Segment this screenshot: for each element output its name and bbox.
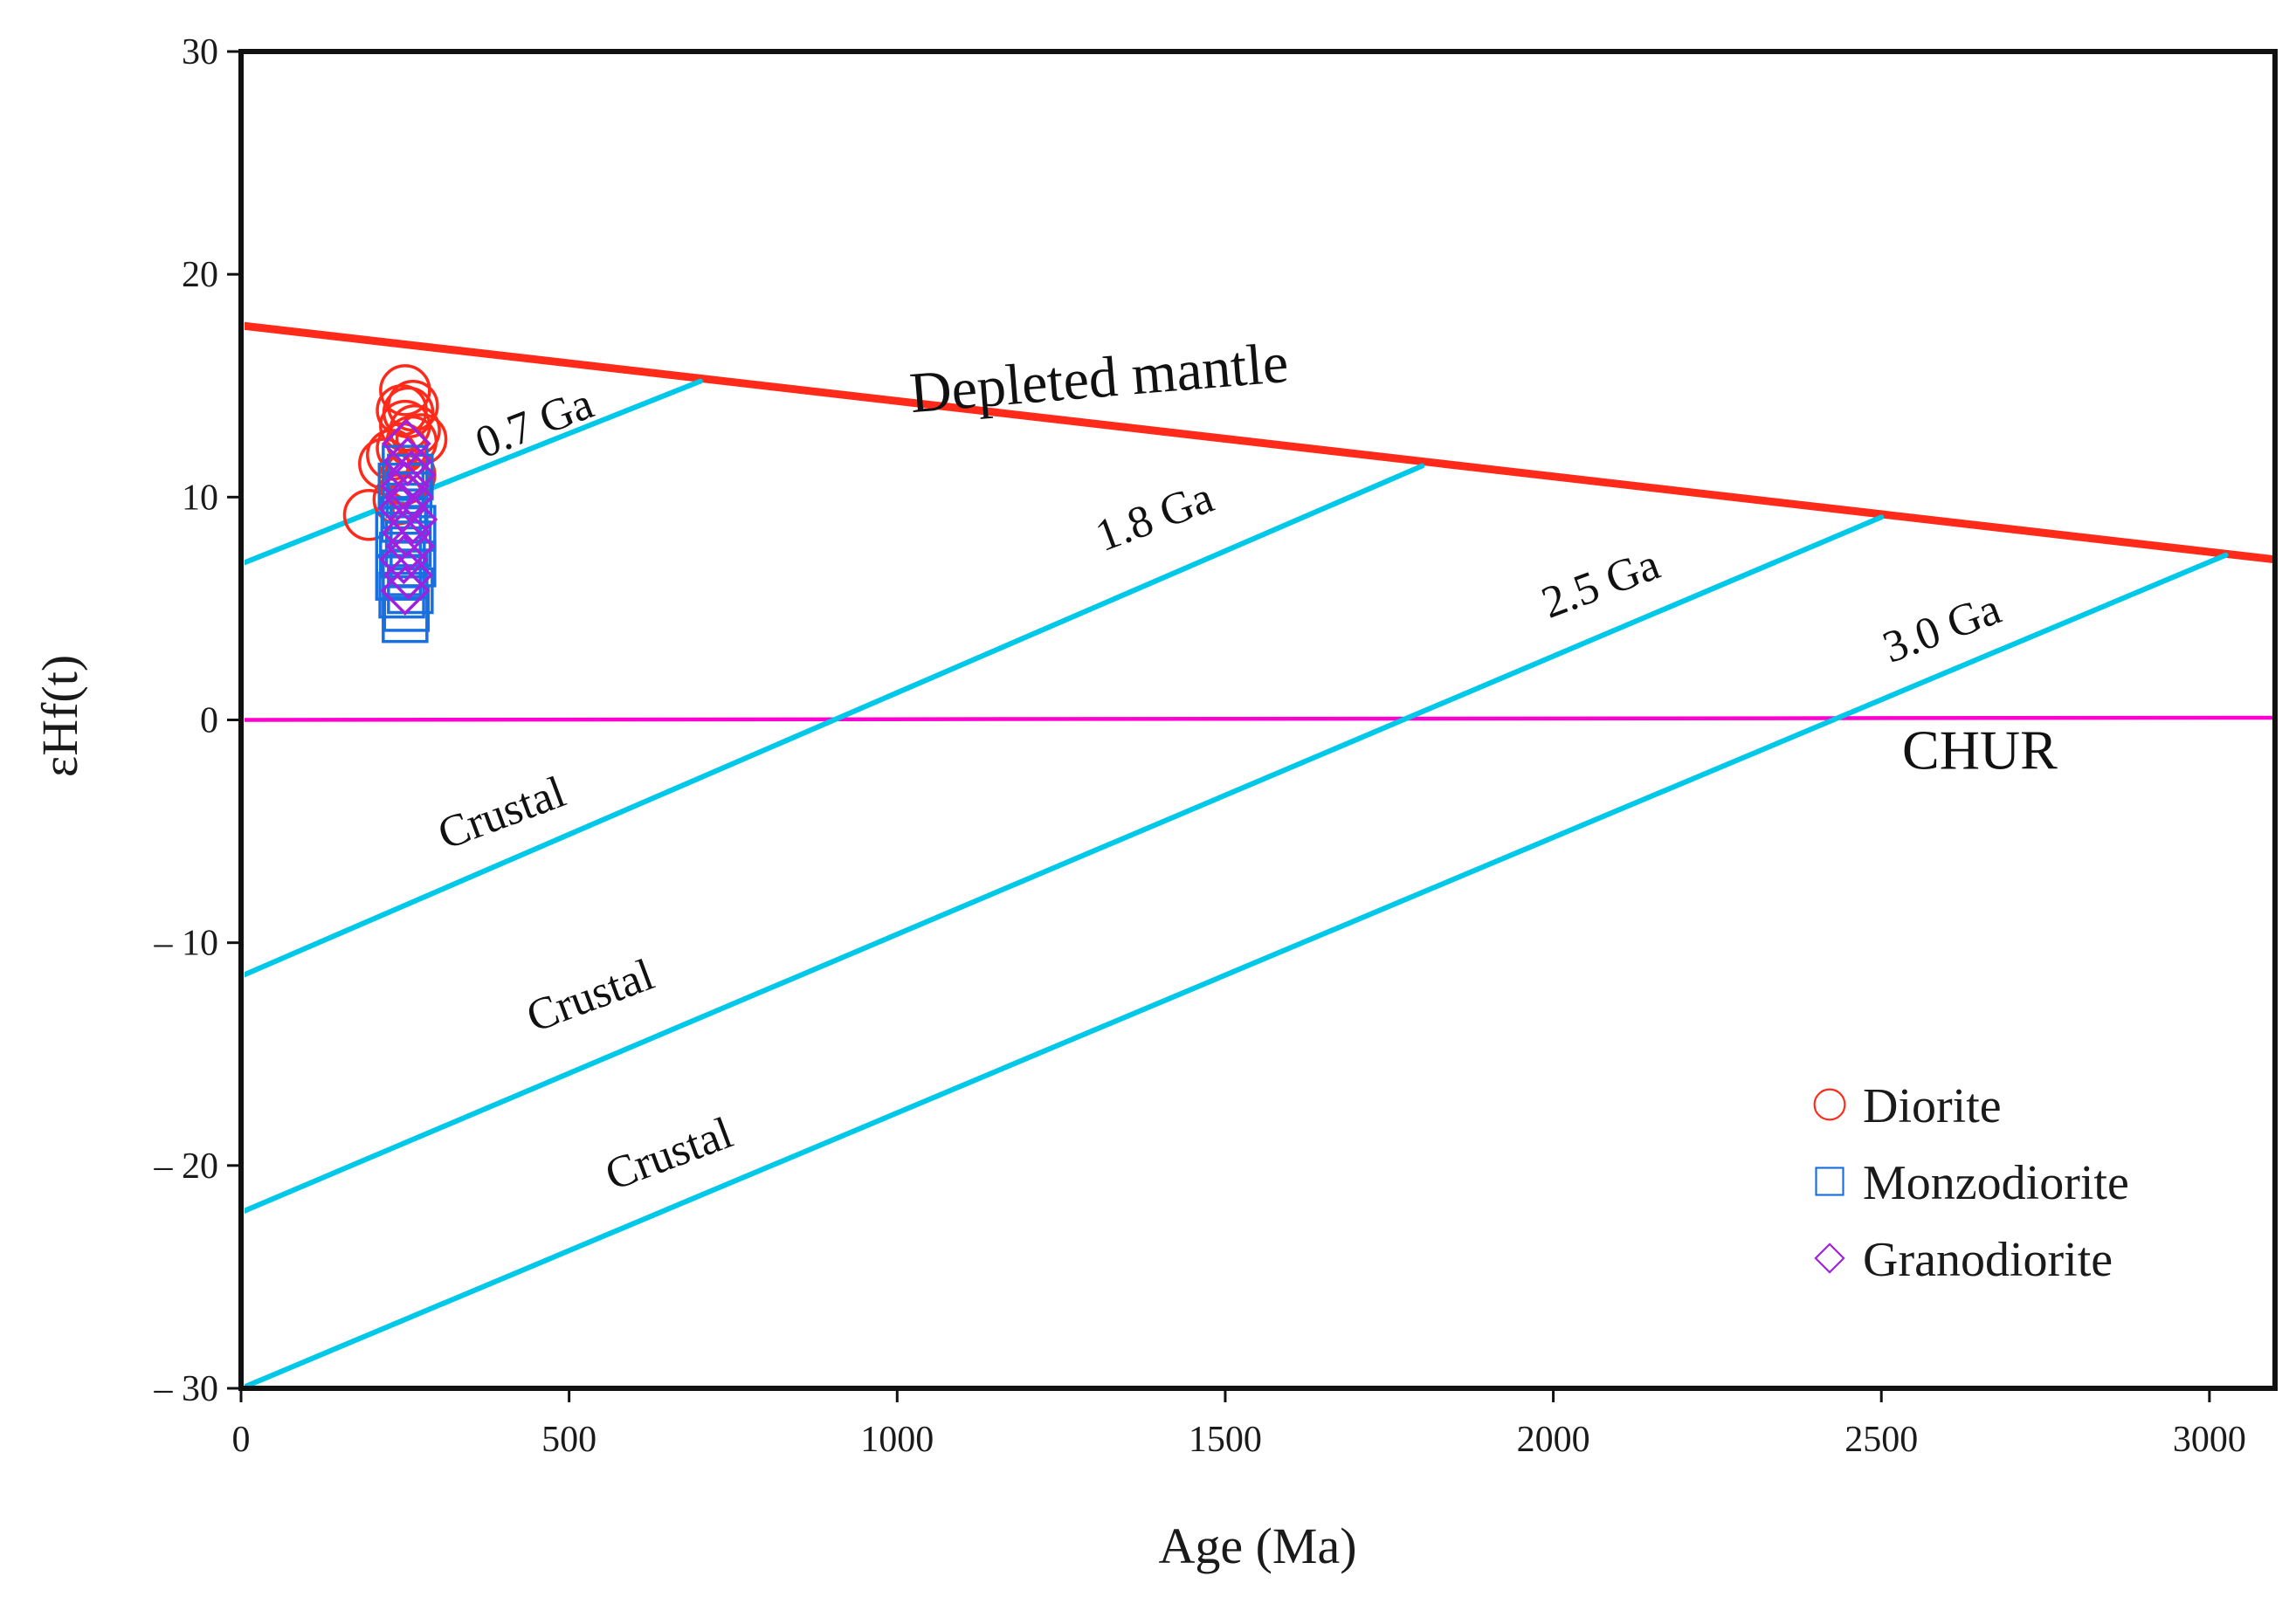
y-tick-label: – 20 (154, 1146, 219, 1187)
granodiorite-point (388, 494, 438, 545)
x-tick-label: 2500 (1844, 1420, 1918, 1460)
reference-line-2-5-ga (245, 514, 1885, 1214)
x-tick-label: 3000 (2173, 1420, 2246, 1460)
y-tick-label: 20 (182, 255, 218, 295)
y-tick-label: 0 (200, 701, 218, 741)
x-tick-label: 500 (541, 1420, 596, 1460)
granodiorite-point (377, 483, 428, 533)
granodiorite-point (380, 461, 431, 512)
reference-line-depleted-mantle (245, 321, 2275, 564)
y-tick-label: 30 (182, 32, 218, 72)
granodiorite-point (380, 566, 431, 616)
annotation-chur: CHUR (1902, 719, 2058, 781)
legend-diorite-label: Diorite (1863, 1079, 2002, 1133)
granodiorite-point (381, 507, 431, 558)
y-tick-label: – 10 (154, 924, 219, 964)
y-axis-title: εHf(t) (31, 655, 88, 777)
granodiorite-point (383, 550, 434, 601)
x-axis-title: Age (Ma) (1158, 1518, 1356, 1574)
y-tick-label: 10 (182, 478, 218, 518)
legend: Diorite Monzodiorite Granodiorite (1813, 1079, 2129, 1287)
x-tick-label: 0 (232, 1420, 251, 1460)
legend-granodiorite-label: Granodiorite (1863, 1233, 2113, 1287)
reference-lines (245, 321, 2275, 1388)
x-tick-label: 2000 (1517, 1420, 1590, 1460)
data-markers (342, 364, 448, 644)
reference-line-3-0-ga (245, 552, 2229, 1388)
legend-diorite-marker (1813, 1088, 1846, 1121)
diorite-point (379, 364, 431, 416)
diorite-point (387, 379, 439, 432)
x-tick-label: 1000 (860, 1420, 934, 1460)
granodiorite-point (381, 418, 431, 469)
plot-frame (238, 49, 2278, 1391)
y-tick-label: – 30 (154, 1369, 219, 1409)
legend-granodiorite-marker (1814, 1242, 1845, 1274)
diorite-point (376, 384, 428, 437)
granodiorite-point (378, 534, 429, 585)
reference-line-1-8-ga (245, 463, 1425, 978)
reference-line-0-7-ga (245, 378, 703, 566)
granodiorite-point (386, 450, 437, 500)
legend-monzodiorite-label: Monzodiorite (1863, 1156, 2129, 1210)
tick-labels: 0 500 1000 1500 2000 2500 3000 30 20 10 0 – 10 – 20 –… (154, 32, 2246, 1460)
reference-line-chur (245, 715, 2275, 722)
granodiorite-point (385, 520, 436, 571)
x-tick-label: 1500 (1189, 1420, 1262, 1460)
legend-monzodiorite-marker (1815, 1167, 1844, 1196)
